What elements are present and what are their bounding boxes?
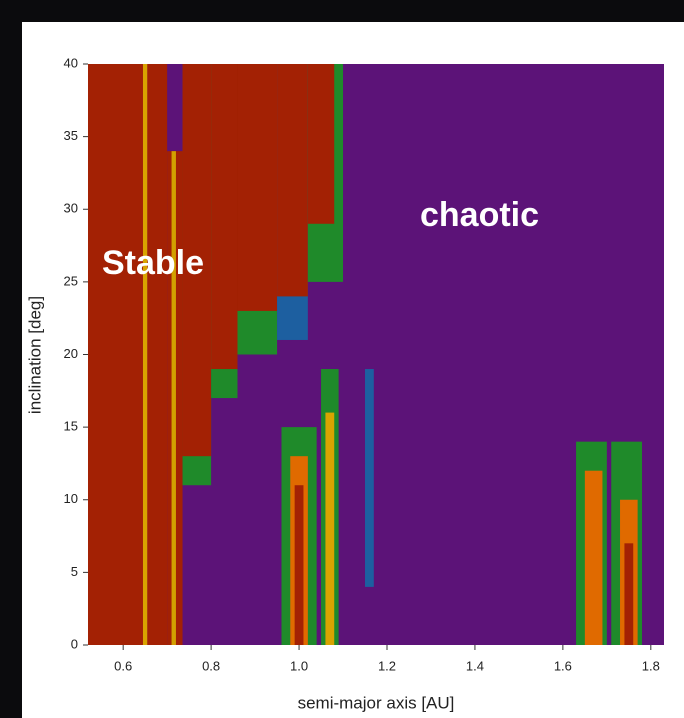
x-tick-label: 0.8 <box>202 658 220 673</box>
x-tick-label: 1.6 <box>554 658 572 673</box>
y-tick-label: 25 <box>64 273 78 288</box>
annotation: chaotic <box>420 196 539 234</box>
x-tick-label: 0.6 <box>114 658 132 673</box>
y-tick-label: 15 <box>64 419 78 434</box>
x-tick-label: 1.4 <box>466 658 484 673</box>
heat-region <box>182 64 212 457</box>
heat-region <box>88 64 143 645</box>
y-tick-label: 20 <box>64 346 78 361</box>
heat-region <box>365 369 374 587</box>
x-tick-label: 1.2 <box>378 658 396 673</box>
y-tick-label: 5 <box>71 564 78 579</box>
y-tick-label: 10 <box>64 491 78 506</box>
heat-region <box>325 412 335 645</box>
y-tick-label: 35 <box>64 128 78 143</box>
heat-region <box>237 64 278 311</box>
heat-region <box>171 151 176 645</box>
annotation: Stable <box>102 244 204 282</box>
heat-region <box>147 64 168 645</box>
x-axis-title: semi-major axis [AU] <box>298 693 455 712</box>
heat-region <box>142 64 148 645</box>
heat-region <box>584 470 603 645</box>
heat-region <box>277 64 308 297</box>
x-tick-label: 1.0 <box>290 658 308 673</box>
heat-region <box>307 64 335 224</box>
heat-region <box>211 64 238 370</box>
y-tick-label: 30 <box>64 201 78 216</box>
y-axis-title: inclination [deg] <box>25 296 44 414</box>
heat-region <box>624 543 634 645</box>
heat-region <box>294 485 304 645</box>
y-tick-label: 40 <box>64 55 78 70</box>
x-tick-label: 1.8 <box>642 658 660 673</box>
y-tick-label: 0 <box>71 636 78 651</box>
